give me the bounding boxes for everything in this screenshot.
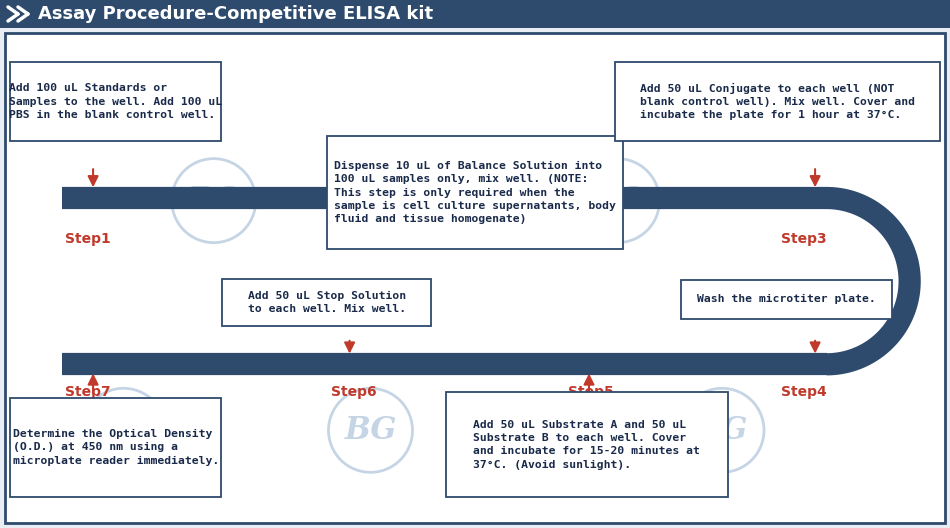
FancyBboxPatch shape [10, 398, 221, 497]
Text: Add 50 uL Substrate A and 50 uL
Substrate B to each well. Cover
and incubate for: Add 50 uL Substrate A and 50 uL Substrat… [473, 420, 700, 470]
Text: Determine the Optical Density
(O.D.) at 450 nm using a
microplate reader immedia: Determine the Optical Density (O.D.) at … [12, 429, 219, 466]
Text: Add 100 uL Standards or
Samples to the well. Add 100 uL
PBS in the blank control: Add 100 uL Standards or Samples to the w… [10, 83, 222, 120]
Text: Step3: Step3 [781, 232, 826, 247]
Text: Add 50 uL Stop Solution
to each well. Mix well.: Add 50 uL Stop Solution to each well. Mi… [248, 291, 406, 314]
Text: Assay Procedure-Competitive ELISA kit: Assay Procedure-Competitive ELISA kit [38, 5, 433, 23]
FancyBboxPatch shape [446, 392, 728, 497]
Text: BG: BG [695, 415, 749, 446]
Text: BG: BG [97, 415, 150, 446]
FancyBboxPatch shape [681, 280, 892, 319]
FancyBboxPatch shape [327, 136, 623, 249]
Polygon shape [932, 0, 950, 28]
Text: BG: BG [187, 185, 240, 216]
Text: Step4: Step4 [781, 385, 826, 400]
Text: Dispense 10 uL of Balance Solution into
100 uL samples only, mix well. (NOTE:
Th: Dispense 10 uL of Balance Solution into … [334, 161, 616, 224]
Text: Step2: Step2 [433, 177, 479, 191]
Text: BG: BG [429, 185, 483, 216]
FancyBboxPatch shape [615, 62, 940, 141]
FancyBboxPatch shape [222, 279, 431, 326]
Text: Step7: Step7 [65, 385, 110, 400]
Text: Wash the microtiter plate.: Wash the microtiter plate. [697, 295, 876, 304]
Text: BG: BG [591, 185, 644, 216]
Text: Step6: Step6 [331, 385, 376, 400]
Text: Add 50 uL Conjugate to each well (NOT
blank control well). Mix well. Cover and
i: Add 50 uL Conjugate to each well (NOT bl… [639, 83, 915, 120]
FancyBboxPatch shape [10, 62, 221, 141]
Text: Step5: Step5 [568, 385, 614, 400]
Text: BG: BG [344, 415, 397, 446]
Text: Step1: Step1 [65, 232, 110, 247]
Bar [0, 0, 950, 28]
